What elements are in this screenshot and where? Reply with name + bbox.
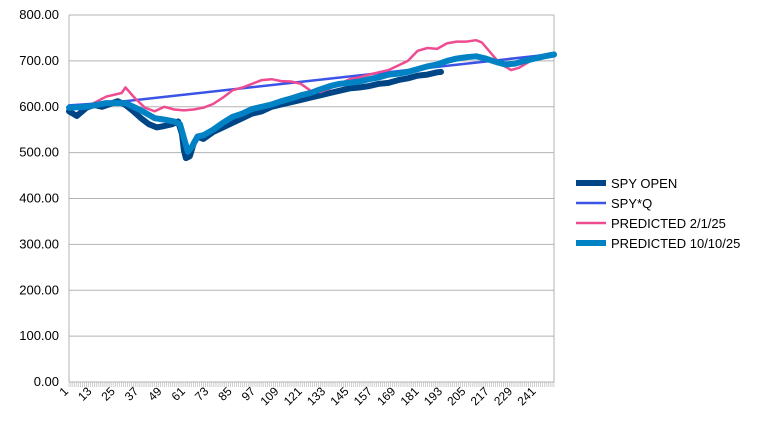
x-tick-label: 109: [257, 384, 281, 408]
y-tick-label: 100.00: [19, 328, 59, 343]
x-tick-label: 169: [374, 384, 398, 408]
series-line-3: [66, 51, 557, 155]
series-line-0: [66, 68, 444, 162]
y-tick-label: 300.00: [19, 236, 59, 251]
series-line-2: [67, 38, 556, 113]
legend: SPY OPEN SPY*Q PREDICTED 2/1/25 PREDICTED 1…: [576, 176, 740, 251]
legend-label: PREDICTED 2/1/25: [611, 216, 726, 231]
x-tick-label: 85: [215, 384, 235, 404]
x-tick-label: 193: [421, 384, 445, 408]
x-tick-label: 13: [75, 384, 95, 404]
x-tick-label: 37: [122, 384, 142, 404]
x-tick-label: 73: [192, 384, 212, 404]
x-tick-label: 49: [145, 384, 165, 404]
legend-label: PREDICTED 10/10/25: [611, 236, 740, 251]
x-tick-label: 181: [398, 384, 422, 408]
y-tick-label: 0.00: [34, 374, 59, 389]
x-tick-label: 157: [351, 384, 375, 408]
series-lines: [66, 38, 557, 162]
x-axis-ticks: 1 13 25 37 49 61 73 85 97 109 121 133 145 157 169 181 19…: [56, 382, 555, 408]
x-tick-label: 121: [281, 384, 305, 408]
y-tick-label: 200.00: [19, 282, 59, 297]
y-axis-ticks: 0.00 100.00 200.00 300.00 400.00 500.00 600.00…: [19, 7, 59, 389]
x-tick-label: 241: [515, 384, 539, 408]
y-tick-label: 600.00: [19, 99, 59, 114]
y-tick-label: 500.00: [19, 145, 59, 160]
x-tick-label: 217: [468, 384, 492, 408]
x-tick-label: 97: [239, 384, 259, 404]
x-tick-label: 25: [99, 384, 119, 404]
gridlines: [68, 14, 555, 383]
y-tick-label: 400.00: [19, 191, 59, 206]
x-tick-label: 229: [491, 384, 515, 408]
legend-label: SPY OPEN: [611, 176, 677, 191]
x-tick-label: 61: [169, 384, 189, 404]
y-tick-label: 700.00: [19, 53, 59, 68]
y-tick-label: 800.00: [19, 7, 59, 22]
x-tick-label: 133: [304, 384, 328, 408]
x-tick-label: 205: [444, 384, 468, 408]
x-tick-label: 145: [328, 384, 352, 408]
legend-label: SPY*Q: [611, 196, 652, 211]
